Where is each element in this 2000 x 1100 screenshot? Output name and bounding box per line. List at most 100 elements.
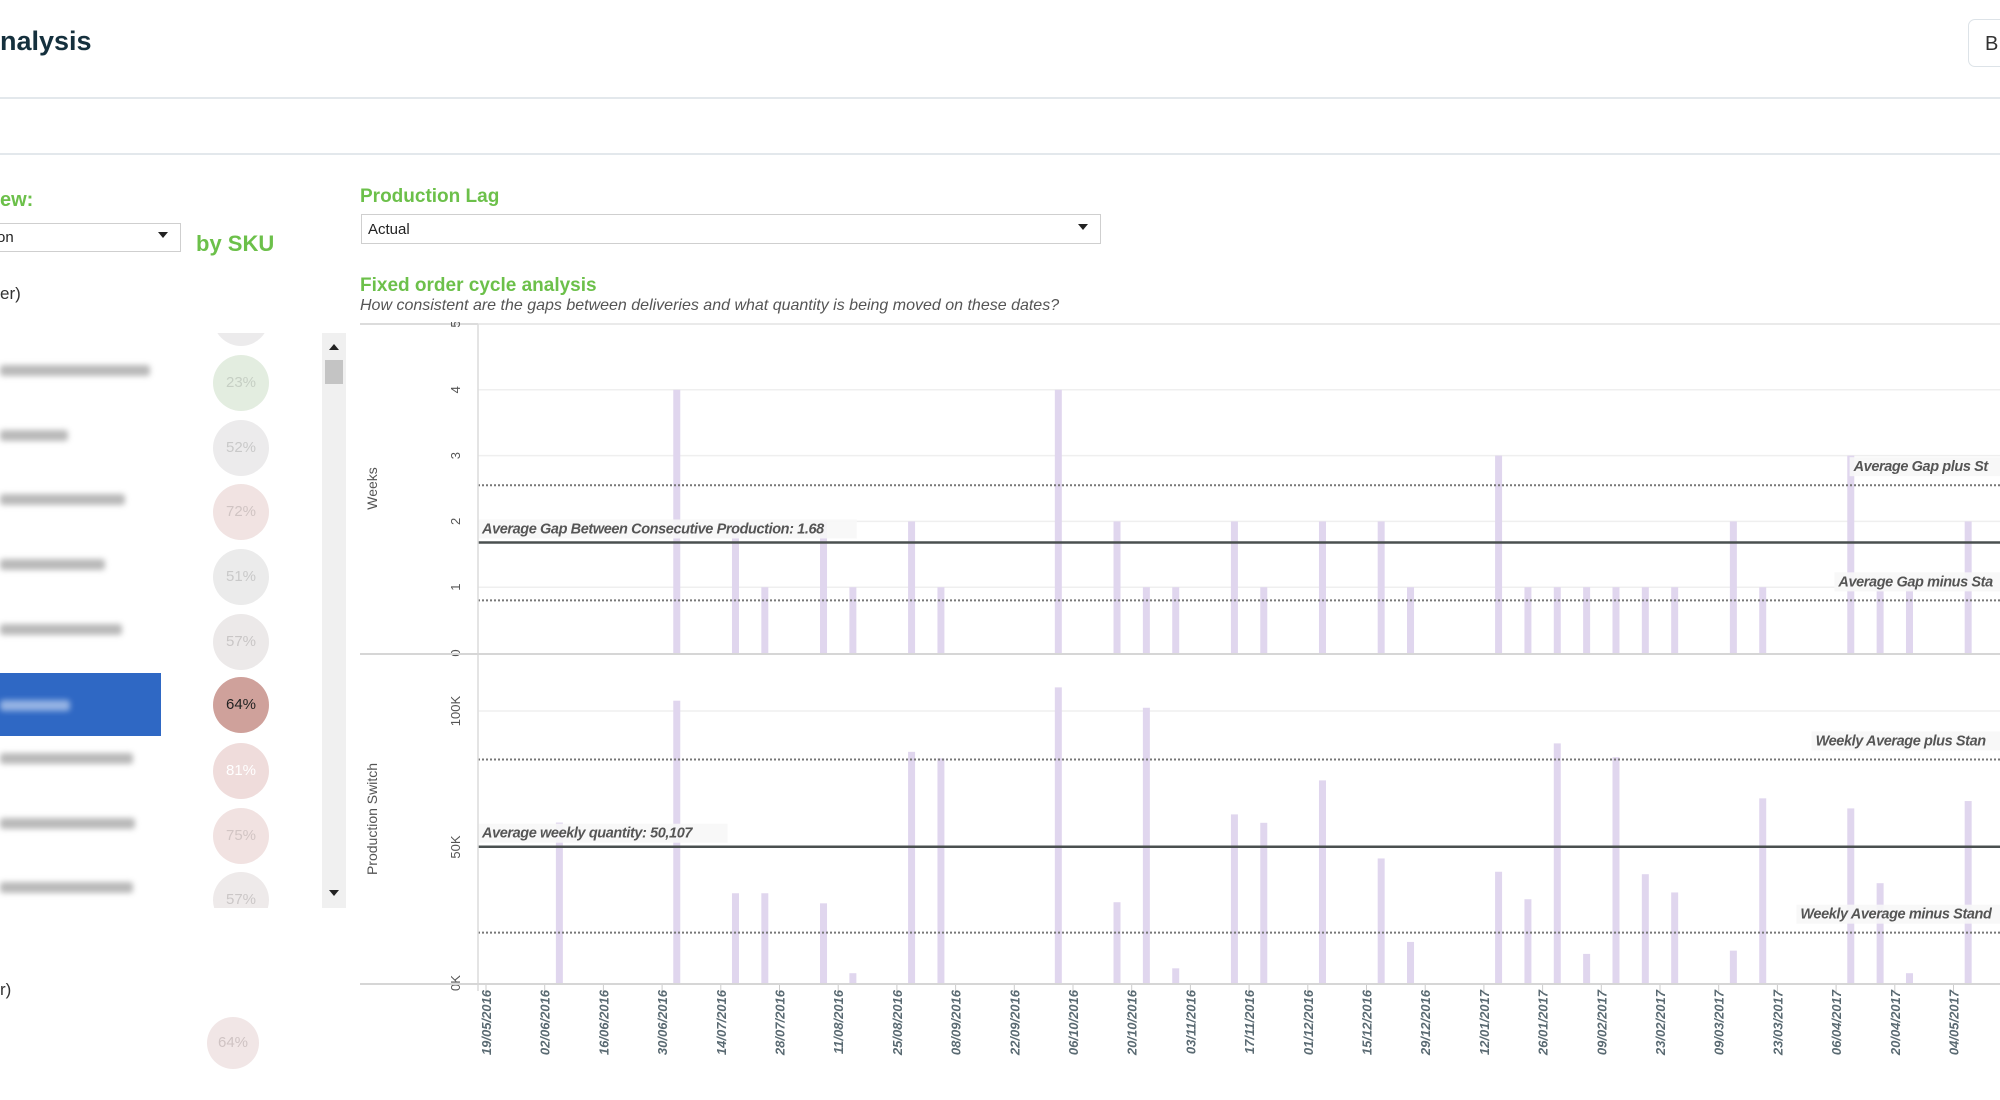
bar — [1847, 455, 1855, 653]
bar — [1407, 941, 1415, 983]
x-tick-label: 15/12/2016 — [1360, 989, 1375, 1055]
bar — [1142, 707, 1150, 983]
analysis-title: Fixed order cycle analysis — [360, 275, 597, 296]
sku-name-redacted — [0, 882, 133, 893]
scrollbar-thumb[interactable] — [325, 360, 343, 384]
y-tick-label: 4 — [448, 386, 463, 393]
bar — [1260, 822, 1268, 983]
sku-name-redacted — [0, 494, 125, 505]
reference-label-bg — [1796, 904, 2000, 924]
bar — [1113, 521, 1121, 653]
sku-percent-badge: 81% — [213, 743, 269, 799]
sku-name-redacted — [0, 624, 122, 635]
x-tick-label: 20/04/2017 — [1888, 989, 1903, 1056]
dropdown-arrow-icon — [158, 232, 168, 238]
x-tick-label: 25/08/2016 — [890, 989, 905, 1056]
header-divider — [0, 97, 2000, 99]
bar — [761, 587, 769, 653]
bar — [1553, 587, 1561, 653]
sku-percent-badge: 75% — [213, 808, 269, 864]
bar — [1318, 521, 1326, 653]
sku-list-item[interactable]: 51% — [0, 541, 320, 605]
reference-label-bg — [1811, 731, 2000, 751]
sku-percent-badge: 72% — [213, 484, 269, 540]
x-tick-label: 08/09/2016 — [949, 989, 964, 1055]
x-tick-label: 02/06/2016 — [538, 989, 553, 1055]
sku-list-item[interactable] — [0, 333, 320, 346]
bar — [1495, 455, 1503, 653]
reference-line-label: Weekly Average plus Stan — [1816, 733, 1987, 749]
sku-name-redacted — [0, 559, 105, 570]
summary-percent-badge: 64% — [207, 1017, 259, 1069]
bar — [1641, 587, 1649, 653]
sku-list-scrollbar[interactable] — [322, 333, 346, 908]
sku-list-item[interactable]: 23% — [0, 347, 320, 411]
x-tick-label: 30/06/2016 — [655, 989, 670, 1055]
y-tick-label: 5 — [448, 322, 463, 328]
sku-list-item[interactable]: 81% — [0, 735, 320, 799]
bar — [1407, 587, 1415, 653]
bar — [1876, 587, 1884, 653]
bar — [1377, 858, 1385, 983]
x-tick-label: 22/09/2016 — [1007, 989, 1022, 1056]
sku-percent-badge: 57% — [213, 614, 269, 670]
bar — [849, 973, 857, 983]
bar — [1759, 798, 1767, 983]
sku-list-item[interactable]: 52% — [0, 412, 320, 476]
sku-name-redacted — [0, 818, 135, 829]
bar — [1172, 587, 1180, 653]
sku-list-item[interactable]: 64% — [0, 669, 320, 736]
reference-label-bg — [478, 823, 728, 843]
y-tick-label: 1 — [448, 584, 463, 591]
production-lag-value: Actual — [368, 221, 410, 238]
x-tick-label: 26/01/2017 — [1536, 989, 1551, 1056]
sku-list-item[interactable]: 57% — [0, 606, 320, 670]
bar — [1524, 587, 1532, 653]
bar — [1260, 587, 1268, 653]
bar — [1729, 950, 1737, 983]
sku-list-item[interactable]: 75% — [0, 800, 320, 864]
scroll-up-icon[interactable] — [329, 344, 339, 350]
x-tick-label: 06/10/2016 — [1066, 989, 1081, 1055]
y-axis-title: Production Switch — [364, 763, 380, 875]
x-tick-label: 20/10/2016 — [1125, 989, 1140, 1056]
production-lag-label: Production Lag — [360, 186, 500, 207]
x-tick-label: 09/03/2017 — [1712, 989, 1727, 1055]
bar — [1905, 973, 1913, 983]
view-select-value: on — [0, 229, 14, 246]
x-tick-label: 03/11/2016 — [1183, 989, 1198, 1054]
bar — [1172, 968, 1180, 983]
scroll-down-icon[interactable] — [329, 890, 339, 896]
bar — [908, 751, 916, 983]
analysis-subtitle: How consistent are the gaps between deli… — [360, 297, 1060, 314]
bar — [1054, 389, 1062, 653]
bar — [937, 587, 945, 653]
section-label: er) — [0, 284, 21, 303]
view-select[interactable]: on — [0, 223, 181, 252]
x-tick-label: 28/07/2016 — [773, 989, 788, 1056]
y-axis-title: Weeks — [364, 467, 380, 510]
bar — [1553, 743, 1561, 983]
sku-list-item[interactable]: 57% — [0, 864, 320, 908]
x-tick-label: 04/05/2017 — [1947, 989, 1962, 1055]
bar — [1054, 687, 1062, 983]
reference-label-bg — [1849, 457, 2000, 477]
header-button[interactable]: B — [1968, 19, 2000, 67]
bar — [1495, 871, 1503, 983]
production-lag-select[interactable]: Actual — [361, 214, 1101, 244]
sku-percent-badge: 52% — [213, 420, 269, 476]
sku-list-item[interactable]: 72% — [0, 476, 320, 540]
sku-name-redacted — [0, 365, 150, 376]
sku-name-redacted — [0, 753, 133, 764]
bar — [1583, 587, 1591, 653]
sku-percent-badge — [213, 333, 269, 346]
toolbar-divider — [0, 153, 2000, 155]
bar — [731, 893, 739, 983]
view-label: ew: — [0, 189, 34, 211]
bar — [937, 758, 945, 983]
reference-line-label: Average weekly quantity: 50,107 — [481, 826, 693, 842]
sku-percent-badge: 57% — [213, 872, 269, 908]
x-tick-label: 14/07/2016 — [714, 989, 729, 1055]
x-tick-label: 09/02/2017 — [1594, 989, 1609, 1055]
bar — [1964, 801, 1972, 983]
